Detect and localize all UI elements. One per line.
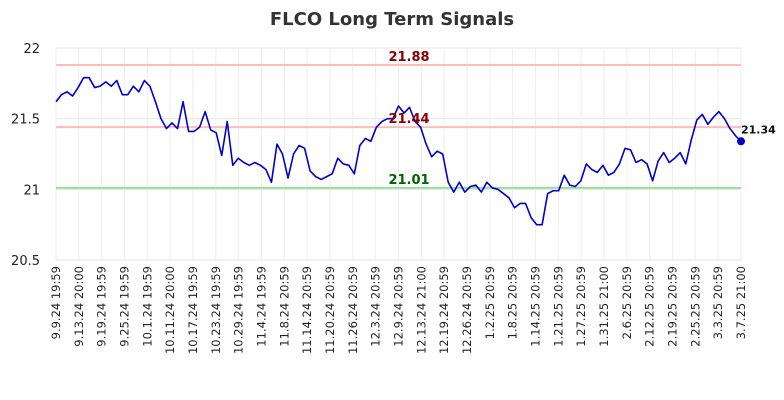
reference-lines (56, 63, 741, 189)
x-tick-label: 11.8.24 20:59 (277, 266, 291, 347)
x-tick-label: 10.1.24 19:59 (140, 266, 154, 347)
y-axis: 20.5 21 21.5 22 (11, 42, 40, 269)
x-tick-label: 1.8.25 20:59 (506, 266, 520, 339)
x-tick-label: 12.26.24 20:59 (460, 266, 474, 354)
x-tick-label: 1.2.25 20:59 (483, 266, 497, 339)
x-tick-label: 12.19.24 20:59 (437, 266, 451, 354)
series-layer: 21.34 (55, 76, 776, 226)
x-tick-label: 12.13.24 21:00 (414, 266, 428, 354)
reference-line-label: 21.88 (388, 50, 429, 65)
x-tick-label: 11.20.24 20:59 (323, 266, 337, 354)
x-tick-label: 9.19.24 19:59 (95, 266, 109, 347)
x-tick-label: 3.7.25 21:00 (734, 266, 748, 339)
x-tick-label: 9.9.24 19:59 (49, 266, 63, 339)
x-tick-label: 11.14.24 20:59 (300, 266, 314, 354)
x-tick-label: 9.13.24 20:00 (72, 266, 86, 347)
x-tick-label: 2.19.25 20:59 (666, 266, 680, 347)
x-tick-label: 9.25.24 19:59 (118, 266, 132, 347)
reference-labels: 21.88 21.44 21.01 (388, 50, 429, 188)
x-tick-label: 1.31.25 21:00 (597, 266, 611, 347)
x-tick-label: 2.12.25 20:59 (643, 266, 657, 347)
x-tick-label: 1.14.25 20:59 (529, 266, 543, 347)
last-point-marker (737, 137, 745, 146)
x-tick-label: 11.26.24 20:59 (346, 266, 360, 354)
y-tick-label: 21 (23, 183, 40, 198)
chart-title: FLCO Long Term Signals (270, 9, 514, 30)
x-tick-label: 3.3.25 20:59 (711, 266, 725, 339)
grid (55, 47, 742, 261)
x-tick-label: 10.23.24 19:59 (209, 266, 223, 354)
last-value-label: 21.34 (741, 123, 776, 136)
x-tick-label: 2.25.25 20:59 (688, 266, 702, 347)
y-tick-label: 21.5 (11, 113, 40, 128)
x-axis: 9.9.24 19:59 9.13.24 20:00 9.19.24 19:59 9.… (49, 266, 748, 354)
x-tick-label: 12.9.24 20:59 (392, 266, 406, 347)
x-tick-label: 2.6.25 20:59 (620, 266, 634, 339)
reference-line-label: 21.01 (388, 173, 429, 188)
series-line (55, 76, 742, 226)
x-tick-label: 10.29.24 19:59 (232, 266, 246, 354)
x-tick-label: 1.21.25 20:59 (551, 266, 565, 347)
x-tick-label: 12.3.24 20:59 (369, 266, 383, 347)
x-tick-label: 1.27.25 20:59 (574, 266, 588, 347)
x-tick-label: 10.17.24 19:59 (186, 266, 200, 354)
y-tick-label: 20.5 (11, 254, 40, 269)
reference-line-label: 21.44 (388, 112, 429, 127)
y-tick-label: 22 (23, 42, 40, 57)
x-tick-label: 11.4.24 19:59 (255, 266, 269, 347)
x-tick-label: 10.11.24 20:00 (163, 266, 177, 354)
